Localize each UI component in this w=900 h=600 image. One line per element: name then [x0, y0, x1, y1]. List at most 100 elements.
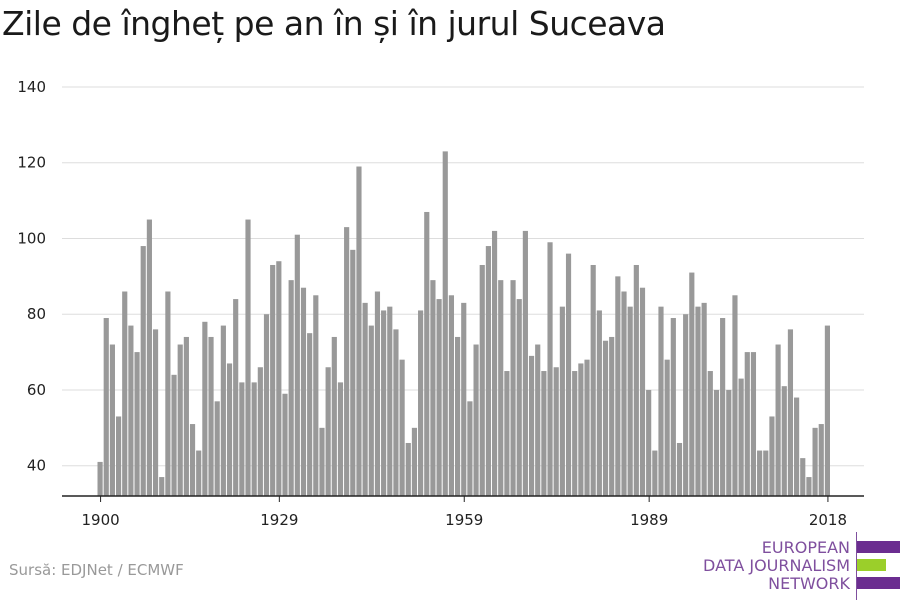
- bar-1990: [652, 450, 658, 496]
- x-tick-label-1929: 1929: [260, 511, 298, 529]
- bar-1970: [528, 355, 535, 496]
- bar-1909: [152, 329, 159, 496]
- bar-1947: [387, 306, 393, 496]
- bar-1933: [300, 287, 307, 496]
- bars: [97, 151, 830, 497]
- y-tick-label-40: 40: [27, 457, 46, 475]
- bar-1988: [639, 287, 646, 496]
- logo-divider: [856, 532, 857, 600]
- bar-1973: [547, 242, 553, 496]
- bar-1906: [134, 352, 140, 496]
- bar-1904: [122, 291, 128, 496]
- logo-bar-bottom: [857, 577, 900, 589]
- bar-1961: [473, 344, 479, 496]
- bar-2009: [769, 416, 775, 496]
- bar-1959: [461, 302, 467, 496]
- bar-2011: [781, 386, 787, 496]
- bar-2002: [726, 389, 732, 496]
- bar-1977: [572, 371, 578, 496]
- bar-1965: [498, 280, 504, 496]
- bar-1905: [128, 325, 134, 496]
- y-tick-label-120: 120: [17, 154, 46, 172]
- bar-1957: [448, 295, 455, 496]
- bar-1941: [350, 249, 356, 496]
- bar-1949: [399, 359, 405, 496]
- bar-1938: [331, 336, 337, 496]
- bar-1946: [381, 310, 387, 496]
- y-tick-label-80: 80: [27, 305, 46, 323]
- bar-1930: [282, 393, 288, 496]
- bar-1954: [430, 280, 436, 496]
- bar-1908: [146, 219, 152, 496]
- logo-text-line-3: NETWORK: [768, 574, 850, 593]
- bar-2018: [824, 325, 830, 496]
- bar-1932: [294, 234, 300, 496]
- bar-1950: [405, 442, 411, 496]
- bar-1903: [115, 416, 122, 496]
- logo-bar-top: [857, 541, 900, 553]
- bar-1914: [183, 336, 189, 496]
- bar-1943: [362, 302, 368, 496]
- bar-2003: [732, 295, 738, 496]
- bar-1929: [276, 261, 282, 496]
- bar-1976: [565, 253, 572, 496]
- bar-1987: [633, 264, 639, 496]
- bar-1979: [584, 359, 590, 496]
- y-tick-label-60: 60: [27, 381, 46, 399]
- bar-1982: [602, 340, 609, 496]
- bar-2015: [806, 477, 812, 496]
- bar-1981: [596, 310, 602, 496]
- bar-2016: [812, 427, 818, 496]
- bar-1911: [165, 291, 171, 496]
- bar-1969: [522, 230, 528, 496]
- bar-1967: [510, 280, 516, 496]
- bar-1960: [467, 401, 473, 496]
- bar-1944: [368, 325, 374, 496]
- bar-1919: [214, 401, 220, 496]
- bar-1926: [257, 367, 263, 496]
- bar-2012: [787, 329, 794, 496]
- bar-1997: [695, 306, 701, 496]
- y-tick-label-100: 100: [17, 229, 46, 247]
- edjnet-logo[interactable]: EUROPEAN DATA JOURNALISM NETWORK: [700, 528, 900, 600]
- bar-1948: [393, 329, 399, 496]
- bar-1921: [226, 363, 233, 496]
- bar-2006: [750, 352, 757, 496]
- bar-1901: [103, 318, 109, 496]
- bar-1974: [553, 367, 559, 496]
- bar-1956: [442, 151, 448, 496]
- bar-1972: [541, 371, 547, 496]
- bar-1986: [627, 306, 633, 496]
- bar-1958: [455, 336, 461, 496]
- x-tick-label-2018: 2018: [809, 511, 847, 529]
- bar-1968: [516, 299, 522, 496]
- bar-1985: [621, 291, 627, 496]
- bar-2001: [720, 318, 726, 496]
- bar-2014: [800, 458, 806, 496]
- bar-1951: [411, 427, 418, 496]
- bar-1920: [220, 325, 226, 496]
- bar-1900: [97, 461, 103, 496]
- bar-1984: [615, 276, 621, 496]
- source-note: Sursă: EDJNet / ECMWF: [9, 561, 184, 579]
- bar-1931: [288, 280, 294, 496]
- bar-2000: [713, 389, 720, 496]
- bar-1939: [337, 382, 344, 496]
- bar-1937: [325, 367, 331, 496]
- bar-2013: [794, 397, 800, 496]
- logo-text-line-2: DATA JOURNALISM: [703, 556, 850, 575]
- bar-1991: [658, 306, 664, 496]
- bar-2004: [738, 378, 744, 496]
- bar-1910: [159, 477, 165, 496]
- bar-2008: [763, 450, 769, 496]
- bar-1922: [233, 299, 239, 496]
- bar-1924: [245, 219, 251, 496]
- bar-2007: [757, 450, 763, 496]
- y-tick-label-140: 140: [17, 78, 46, 96]
- bar-1992: [664, 359, 670, 496]
- bar-2005: [744, 352, 750, 496]
- x-tick-label-1959: 1959: [445, 511, 483, 529]
- bar-1916: [196, 450, 202, 496]
- bar-1998: [701, 302, 707, 496]
- bar-2010: [775, 344, 781, 496]
